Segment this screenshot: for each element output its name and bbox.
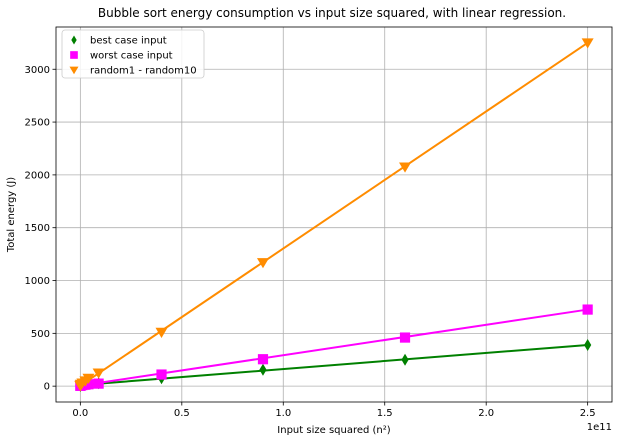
y-tick-label: 1000 <box>25 276 50 287</box>
y-tick-label: 1500 <box>25 223 50 234</box>
y-tick-label: 500 <box>31 329 50 340</box>
data-point <box>399 332 411 343</box>
axis-ticks: 0.0 0.5 1.0 1.5 2.0 2.5 0 500 1000 1500 2000 2500 30… <box>25 65 596 419</box>
data-point <box>155 327 168 338</box>
y-tick-label: 2500 <box>25 118 50 129</box>
series-layer <box>74 38 594 392</box>
data-point <box>401 353 409 366</box>
x-axis-offset-label: 1e11 <box>587 422 612 433</box>
data-point <box>584 338 592 351</box>
grid-lines <box>56 27 612 402</box>
legend: best case input worst case input random1 -… <box>61 29 205 79</box>
legend-marker <box>71 35 77 45</box>
x-tick-label: 1.5 <box>377 408 393 419</box>
x-tick-label: 2.5 <box>580 408 596 419</box>
legend-label: worst case input <box>90 51 173 62</box>
data-point <box>93 378 104 389</box>
data-point <box>582 304 593 315</box>
legend-label: random1 - random10 <box>90 66 197 77</box>
legend-label: best case input <box>90 36 167 47</box>
chart-title: Bubble sort energy consumption vs input … <box>98 6 566 20</box>
series-2 <box>74 38 594 392</box>
regression-line <box>79 42 589 387</box>
data-point <box>92 368 105 379</box>
data-point <box>156 369 167 380</box>
y-tick-label: 0 <box>44 382 50 393</box>
data-point <box>83 379 94 390</box>
y-tick-label: 3000 <box>25 65 50 76</box>
y-tick-label: 2000 <box>25 170 50 181</box>
data-point <box>257 354 269 365</box>
series-1 <box>75 304 593 391</box>
data-point <box>259 363 267 376</box>
data-point <box>82 373 95 384</box>
data-point <box>399 162 412 173</box>
data-point <box>581 38 594 49</box>
data-point <box>256 258 269 269</box>
x-axis-label: Input size squared (n²) <box>277 425 390 436</box>
legend-marker <box>70 51 78 59</box>
legend-marker <box>69 66 79 75</box>
y-axis-label: Total energy (J) <box>6 177 17 253</box>
x-tick-label: 2.0 <box>478 408 494 419</box>
x-tick-label: 0.0 <box>72 408 88 419</box>
x-tick-label: 0.5 <box>174 408 190 419</box>
plot-frame <box>55 26 613 403</box>
x-tick-label: 1.0 <box>275 408 291 419</box>
legend-box <box>61 29 205 79</box>
